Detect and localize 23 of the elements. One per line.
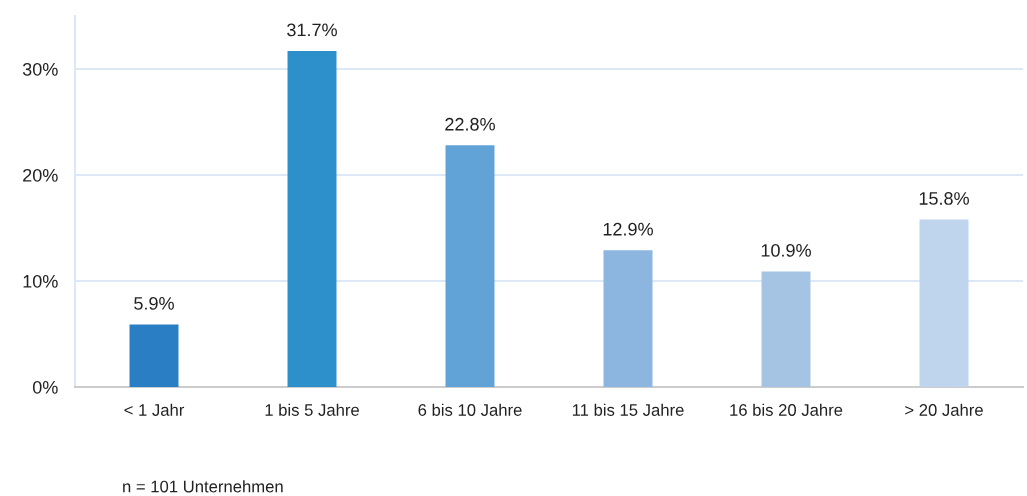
x-tick-label: < 1 Jahr (124, 403, 185, 416)
data-label: 22.8% (445, 117, 495, 131)
x-tick-label: 16 bis 20 Jahre (730, 403, 843, 416)
x-tick-label: 6 bis 10 Jahre (418, 403, 522, 416)
y-tick-label: 30% (22, 62, 58, 76)
y-tick-label: 0% (32, 380, 58, 394)
y-tick-label: 10% (23, 274, 58, 288)
bar (445, 145, 495, 387)
y-tick-label: 20% (23, 168, 58, 182)
text: n = 101 Unternehmen (123, 480, 283, 493)
bar (919, 219, 969, 387)
data-label: 31.7% (287, 23, 337, 37)
data-label: 10.9% (761, 243, 811, 257)
bar (287, 50, 337, 387)
x-tick-label: 11 bis 15 Jahre (572, 403, 684, 416)
x-tick-label: > 20 Jahre (905, 403, 983, 416)
data-label: 5.9% (134, 296, 174, 310)
bar (129, 324, 179, 387)
data-label: 15.8% (919, 192, 969, 205)
data-label: 12.9% (603, 222, 653, 236)
x-tick-label: 1 bis 5 Jahre (265, 403, 359, 416)
bar (603, 250, 653, 387)
bar (761, 271, 811, 387)
